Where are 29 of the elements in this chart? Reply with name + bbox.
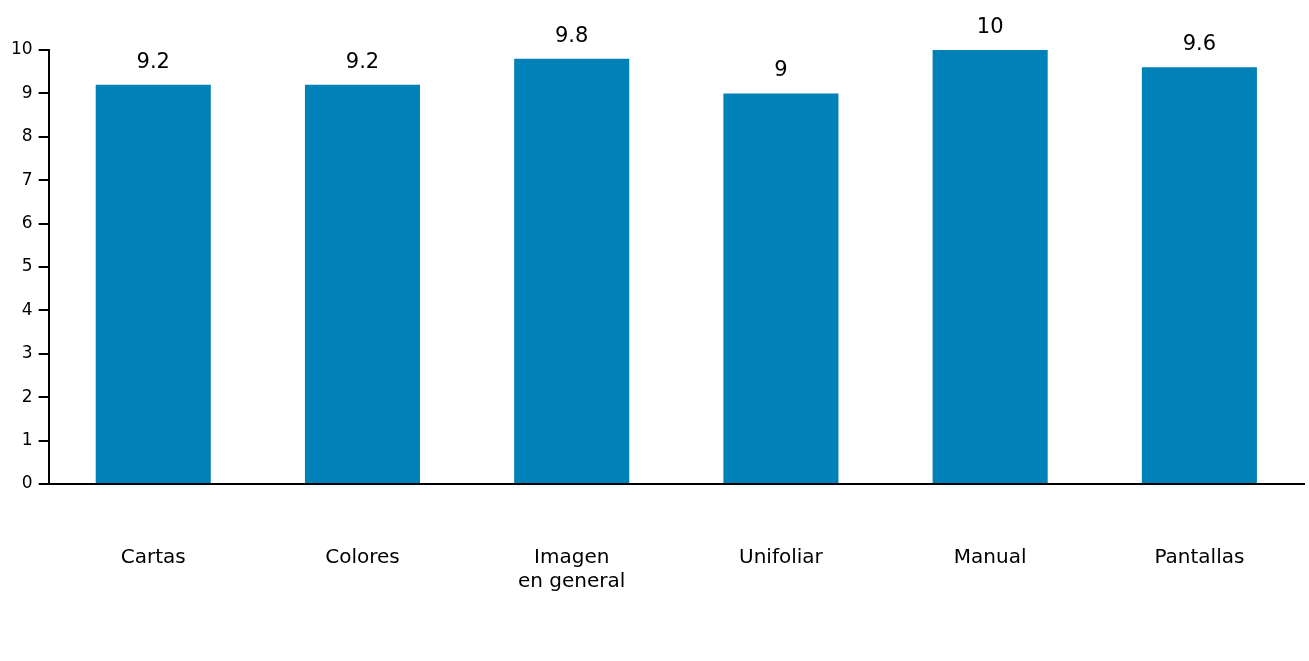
y-tick-label: 0 [21,472,33,493]
bar [304,84,421,483]
data-label: 9.8 [555,22,589,47]
y-tick-label: 1 [21,429,33,450]
bar [1141,67,1257,483]
bar [723,93,839,483]
y-tick-label: 4 [21,298,33,319]
y-tick-label: 2 [21,385,33,406]
y-tick-label: 9 [21,81,33,102]
x-tick-label: Manual [953,544,1027,569]
x-tick-label: Cartas [120,544,186,569]
data-label: 9 [774,57,788,82]
x-tick-label: Colores [325,544,400,569]
data-label: 9.2 [345,48,380,73]
x-tick-label: Pantallas [1154,544,1245,569]
bar [514,58,630,483]
x-tick-label: Imagen en general [518,544,626,593]
x-tick-label: Unifoliar [739,544,824,569]
data-label: 9.2 [136,48,170,73]
data-label: 10 [976,13,1004,38]
data-label: 9.6 [1182,31,1217,56]
y-tick-label: 3 [21,342,33,363]
bar [95,84,211,483]
bar [932,50,1048,483]
y-tick-label: 8 [21,125,33,146]
y-tick-label: 7 [21,168,33,189]
y-tick-label: 6 [21,212,33,233]
y-tick-label: 10 [10,38,33,59]
y-tick-label: 5 [21,255,33,276]
